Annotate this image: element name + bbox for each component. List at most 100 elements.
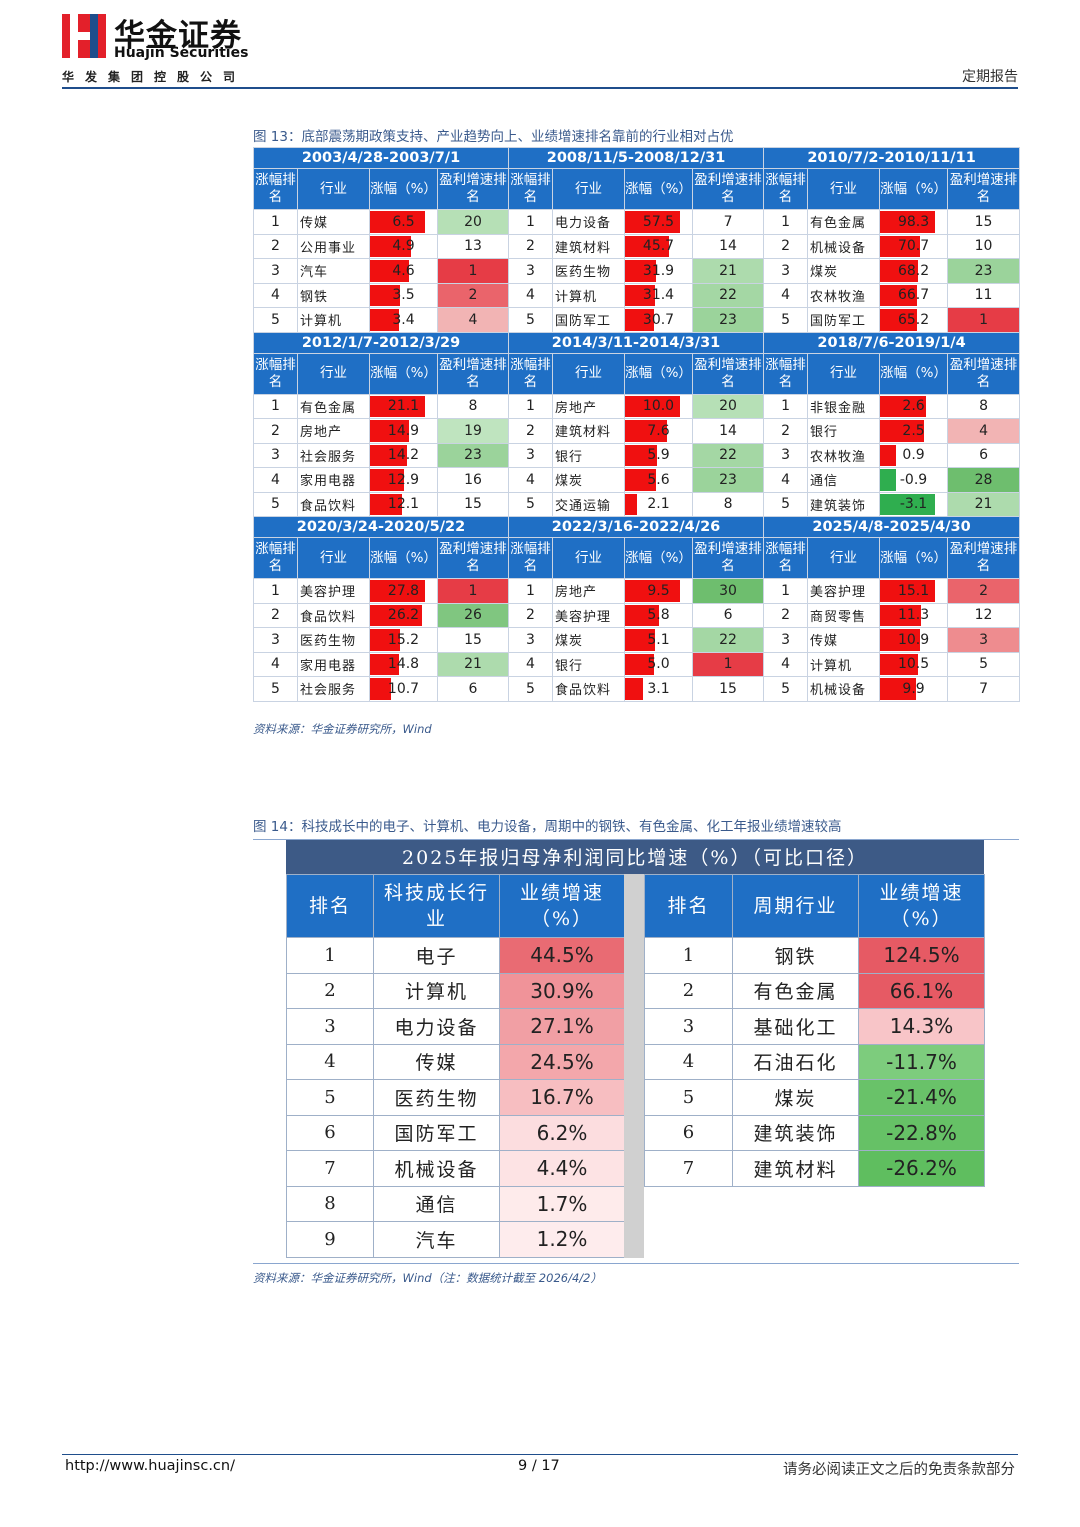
column-header: 盈利增速排名 [691,168,765,210]
profit-rank-cell: 14 [691,418,765,444]
rank-cell: 1 [286,937,374,974]
industry-cell: 公用事业 [297,233,370,259]
gain-bar [880,604,922,626]
industry-cell: 有色金属 [732,972,859,1009]
growth-cell: 124.5% [858,937,985,974]
gain-cell: 45.7 [624,233,693,259]
table-row: 2 房地产 14.9 19 2 建筑材料 7.6 14 2 银行 2.5 4 [253,418,1021,444]
footer-disclaimer: 请务必阅读正文之后的免责条款部分 [783,1462,1015,1478]
huajin-logo-icon [62,14,106,58]
industry-cell: 房地产 [552,393,625,419]
gain-bar [370,580,425,602]
table-row: 8 通信 1.7% [286,1185,625,1222]
gain-value: 10.0 [642,398,675,415]
column-header: 行业 [552,537,625,579]
column-header: 盈利增速排名 [691,537,765,579]
gain-value: 9.9 [902,680,925,697]
profit-rank-cell: 15 [947,209,1021,235]
gain-bar [370,309,399,331]
period-row: 2003/4/28-2003/7/1 2008/11/5-2008/12/31 20… [253,147,1021,169]
gain-value: 98.3 [897,213,930,230]
industry-cell: 社会服务 [297,442,370,468]
cycle-growth-table: 排名 周期行业 业绩增速（%） 1 钢铁 124.5% 2 有色金属 66.1% 3 基础化工 14.… [644,874,985,1187]
rank-cell: 1 [508,578,553,604]
table-row: 5 计算机 3.4 4 5 国防军工 30.7 23 5 国防军工 65.2 1 [253,307,1021,333]
period-label: 2025/4/8-2025/4/30 [763,516,1021,538]
growth-cell: -21.4% [858,1079,985,1116]
industry-cell: 银行 [552,651,625,677]
industry-cell: 机械设备 [807,676,881,702]
period-label: 2012/1/7-2012/3/29 [253,331,509,354]
growth-cell: 14.3% [858,1008,985,1045]
rank-cell: 3 [508,627,553,653]
industry-cell: 煤炭 [552,627,625,653]
column-header: 行业 [297,168,370,210]
gain-cell: 10.7 [369,676,438,702]
industry-cell: 汽车 [373,1221,500,1258]
gain-bar [625,260,656,282]
industry-cell: 房地产 [297,418,370,444]
rank-cell: 1 [253,209,298,235]
table-row: 2 食品饮料 26.2 26 2 美容护理 5.8 6 2 商贸零售 11.3 12 [253,602,1021,628]
rank-cell: 8 [286,1185,374,1222]
rank-cell: 1 [253,578,298,604]
gain-cell: 10.9 [879,627,949,653]
table-row: 1 钢铁 124.5% [644,937,985,974]
industry-cell: 机械设备 [807,233,881,259]
gain-cell: 10.0 [624,393,693,419]
gain-cell: 68.2 [879,258,949,284]
gain-value: 21.1 [387,398,420,415]
gain-cell: 30.7 [624,307,693,333]
rank-cell: 1 [763,209,809,235]
rank-cell: 2 [763,418,809,444]
gain-bar [625,235,669,257]
industry-cell: 建筑装饰 [807,491,881,517]
gain-value: 26.2 [387,607,420,624]
rank-cell: 3 [508,258,553,284]
gain-bar [880,678,917,700]
gain-cell: 31.9 [624,258,693,284]
gain-bar [370,469,404,491]
rank-cell: 9 [286,1221,374,1258]
gain-cell: 5.6 [624,467,693,493]
rank-cell: 2 [286,972,374,1009]
footer-url-link[interactable]: http://www.huajinsc.cn/ [65,1458,235,1474]
profit-rank-cell: 22 [691,442,765,468]
column-header: 盈利增速排名 [437,537,509,579]
industry-cell: 美容护理 [297,578,370,604]
profit-rank-cell: 22 [691,627,765,653]
figure-13-source: 资料来源：华金证券研究所，Wind [253,722,432,736]
period-label: 2003/4/28-2003/7/1 [253,147,509,169]
table-row: 6 建筑装饰 -22.8% [644,1114,985,1151]
period-row: 2020/3/24-2020/5/22 2022/3/16-2022/4/26 20… [253,516,1021,538]
rank-cell: 2 [763,233,809,259]
table-row: 1 有色金属 21.1 8 1 房地产 10.0 20 1 非银金融 2.6 8 [253,393,1021,419]
column-header: 涨幅排名 [253,352,298,395]
industry-cell: 建筑装饰 [732,1114,859,1151]
profit-rank-cell: 15 [437,491,509,517]
gain-cell: 5.0 [624,651,693,677]
gain-bar [880,309,917,331]
profit-rank-cell: 10 [947,233,1021,259]
gain-bar [625,604,659,626]
gain-bar [370,604,422,626]
rank-cell: 5 [253,491,298,517]
gain-value: 65.2 [897,311,930,328]
growth-header: 业绩增速（%） [499,874,625,938]
gain-cell: 27.8 [369,578,438,604]
gain-cell: 0.9 [879,442,949,468]
column-header-row: 涨幅排名 行业 涨幅（%） 盈利增速排名 涨幅排名 行业 涨幅（%） 盈利增速排名 涨幅排名 行业… [253,168,1021,210]
rank-cell: 3 [508,442,553,468]
rank-cell: 3 [253,627,298,653]
period-label: 2010/7/2-2010/11/11 [763,147,1021,169]
gain-bar [625,493,637,515]
profit-rank-cell: 7 [691,209,765,235]
table-row: 4 家用电器 12.9 16 4 煤炭 5.6 23 4 通信 -0.9 28 [253,467,1021,493]
industry-cell: 石油石化 [732,1043,859,1080]
column-header: 行业 [297,352,370,395]
table-row: 4 传媒 24.5% [286,1043,625,1080]
profit-rank-cell: 15 [437,627,509,653]
profit-rank-cell: 23 [947,258,1021,284]
gain-cell: 5.9 [624,442,693,468]
rank-cell: 2 [763,602,809,628]
